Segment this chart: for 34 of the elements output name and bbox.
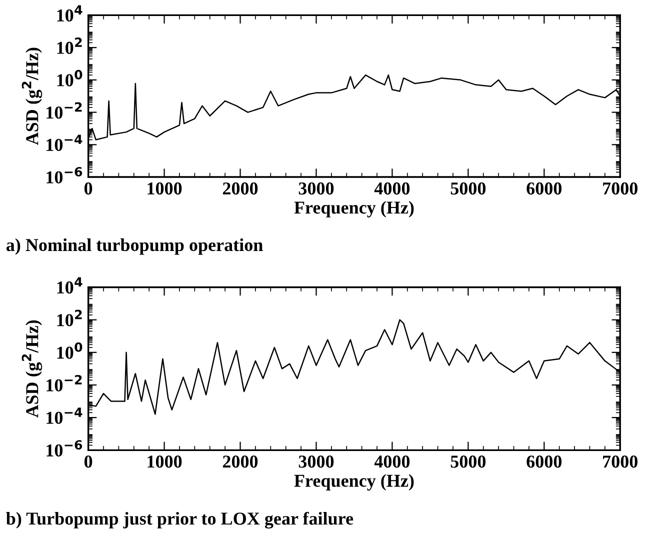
x-tick-label: 2000 (222, 456, 258, 468)
y-tick-label: 10$^{2}$ (57, 310, 82, 326)
y-tick-label: 10$^{−2}$ (46, 374, 82, 392)
x-tick-label: 2000 (222, 182, 258, 195)
x-tick-label: 0 (84, 456, 92, 468)
y-tick-label: 10$^{0}$ (57, 70, 82, 86)
y-tick-label: 10$^{0}$ (57, 342, 82, 359)
y-tick-label: 10$^{−6}$ (46, 440, 82, 457)
y-tick-label: 10$^{4}$ (57, 277, 82, 294)
x-axis-title: Frequency (Hz) (294, 474, 414, 491)
y-tick-label: 10$^{−4}$ (46, 134, 82, 151)
text: a) Nominal turbopump operation (6, 238, 263, 255)
y-tick-label: 10$^{2}$ (57, 38, 82, 54)
x-tick-label: 0 (84, 182, 92, 195)
y-axis-title: ASD (g$^{2}$/Hz) (22, 320, 42, 418)
x-tick-label: 4000 (374, 182, 410, 195)
x-tick-label: 6000 (526, 456, 562, 468)
x-tick-label: 7000 (603, 456, 638, 468)
x-tick-label: 5000 (450, 182, 486, 195)
x-tick-label: 7000 (603, 182, 638, 195)
x-tick-label: 1000 (148, 182, 182, 195)
x-tick-label: 6000 (526, 182, 562, 195)
y-axis-title: ASD (g$^{2}$/Hz) (22, 48, 42, 146)
x-tick-label: 5000 (450, 456, 486, 468)
text: b) Turbopump just prior to LOX gear failure (6, 512, 354, 529)
y-tick-label: 10$^{−2}$ (46, 102, 82, 119)
x-tick-label: 1000 (148, 456, 182, 468)
x-tick-label: 3000 (298, 182, 334, 195)
y-tick-label: 10$^{4}$ (57, 5, 82, 22)
y-tick-label: 10$^{−6}$ (46, 166, 82, 184)
x-axis-title: Frequency (Hz) (294, 201, 414, 218)
y-tick-label: 10$^{−4}$ (46, 408, 82, 424)
x-tick-label: 4000 (374, 456, 410, 468)
x-tick-label: 3000 (298, 456, 334, 468)
